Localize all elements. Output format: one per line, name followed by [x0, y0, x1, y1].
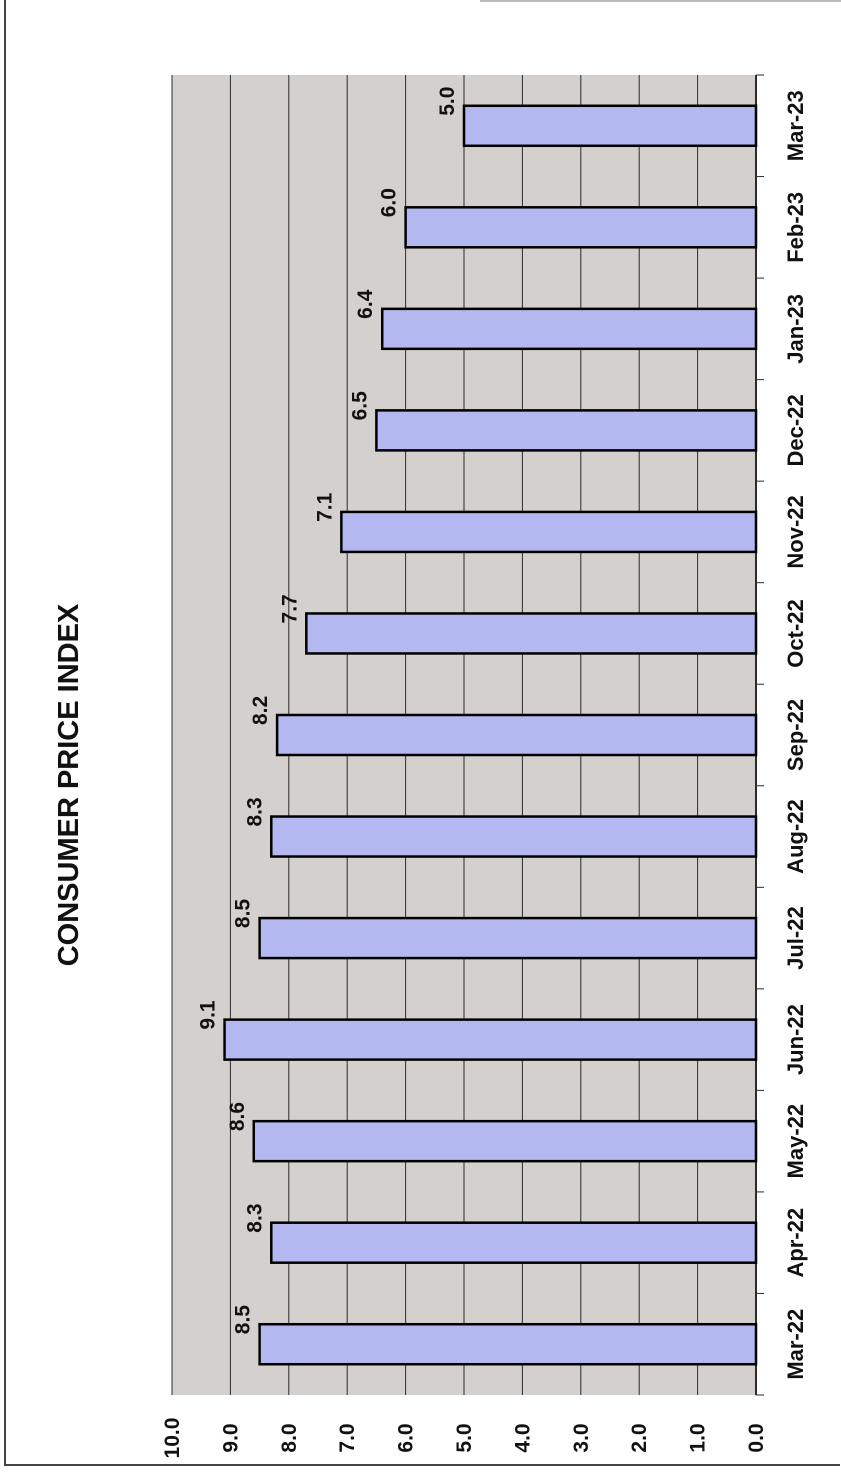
value-label-Jun-22: 9.1 — [197, 1000, 220, 1030]
value-label-Aug-22: 8.3 — [243, 797, 266, 826]
bar-May-22 — [252, 1119, 758, 1163]
value-label-Dec-22: 6.5 — [348, 391, 371, 421]
category-label-Jul-22: Jul-22 — [783, 906, 808, 970]
tick-label-1.0: 1.0 — [687, 1423, 710, 1452]
bar-Mar-22 — [258, 1322, 758, 1366]
category-label-Apr-22: Apr-22 — [783, 1208, 808, 1278]
value-label-Jan-23: 6.4 — [354, 289, 377, 319]
tick-label-4.0: 4.0 — [511, 1423, 534, 1452]
value-label-Jul-22: 8.5 — [232, 899, 255, 929]
category-label-Feb-23: Feb-23 — [783, 192, 808, 263]
bar-Oct-22 — [305, 612, 758, 655]
bar-Sep-22 — [275, 713, 758, 757]
value-label-Mar-22: 8.5 — [232, 1305, 255, 1335]
tick-label-10.0: 10.0 — [161, 1418, 184, 1459]
bars — [223, 104, 758, 1366]
bar-Jan-23 — [380, 307, 758, 351]
bar-Nov-22 — [340, 510, 758, 554]
tick-label-6.0: 6.0 — [395, 1423, 418, 1452]
bar-Dec-22 — [375, 409, 758, 452]
value-label-Oct-22: 7.7 — [278, 594, 301, 623]
category-labels: Mar-22 Apr-22 May-22 Jun-22 Jul-22 Aug-22 Sep-… — [783, 90, 808, 1379]
tick-label-7.0: 7.0 — [336, 1423, 359, 1452]
category-label-Dec-22: Dec-22 — [783, 394, 808, 466]
page-border — [4, 0, 840, 1466]
value-label-Sep-22: 8.2 — [249, 696, 272, 725]
value-label-Feb-23: 6.0 — [378, 188, 401, 217]
category-label-May-22: May-22 — [783, 1104, 808, 1179]
category-label-Sep-22: Sep-22 — [783, 699, 808, 771]
value-label-Nov-22: 7.1 — [313, 492, 336, 522]
bar-Aug-22 — [270, 815, 758, 858]
value-labels: 8.5 8.3 8.6 9.1 8.5 8.3 8.2 7.7 7.1 6.5 6.4 6.0 5.0 — [197, 87, 459, 1335]
value-label-Mar-23: 5.0 — [436, 87, 459, 116]
chart-title: CONSUMER PRICE INDEX — [53, 603, 85, 966]
category-label-Nov-22: Nov-22 — [783, 495, 808, 568]
bar-Mar-23 — [462, 104, 758, 148]
tick-label-0.0: 0.0 — [745, 1423, 768, 1452]
bar-Jun-22 — [223, 1018, 758, 1061]
category-label-Jan-23: Jan-23 — [783, 294, 808, 364]
category-label-Aug-22: Aug-22 — [783, 799, 808, 874]
bar-Jul-22 — [258, 916, 758, 960]
value-label-Apr-22: 8.3 — [243, 1203, 266, 1232]
tick-label-5.0: 5.0 — [453, 1423, 476, 1452]
tick-label-8.0: 8.0 — [278, 1423, 301, 1452]
value-tick-labels: 0.0 1.0 2.0 3.0 4.0 5.0 6.0 7.0 8.0 9.0 10.0 — [161, 1418, 768, 1459]
bar-Apr-22 — [270, 1221, 758, 1264]
category-label-Mar-22: Mar-22 — [783, 1309, 808, 1380]
tick-label-3.0: 3.0 — [570, 1423, 593, 1452]
category-label-Oct-22: Oct-22 — [783, 599, 808, 667]
top-edge-line — [480, 0, 841, 2]
category-label-Mar-23: Mar-23 — [783, 90, 808, 161]
value-label-May-22: 8.6 — [226, 1102, 249, 1131]
bar-Feb-23 — [404, 206, 758, 249]
tick-label-2.0: 2.0 — [628, 1423, 651, 1452]
category-label-Jun-22: Jun-22 — [783, 1004, 808, 1075]
tick-label-9.0: 9.0 — [219, 1423, 242, 1452]
